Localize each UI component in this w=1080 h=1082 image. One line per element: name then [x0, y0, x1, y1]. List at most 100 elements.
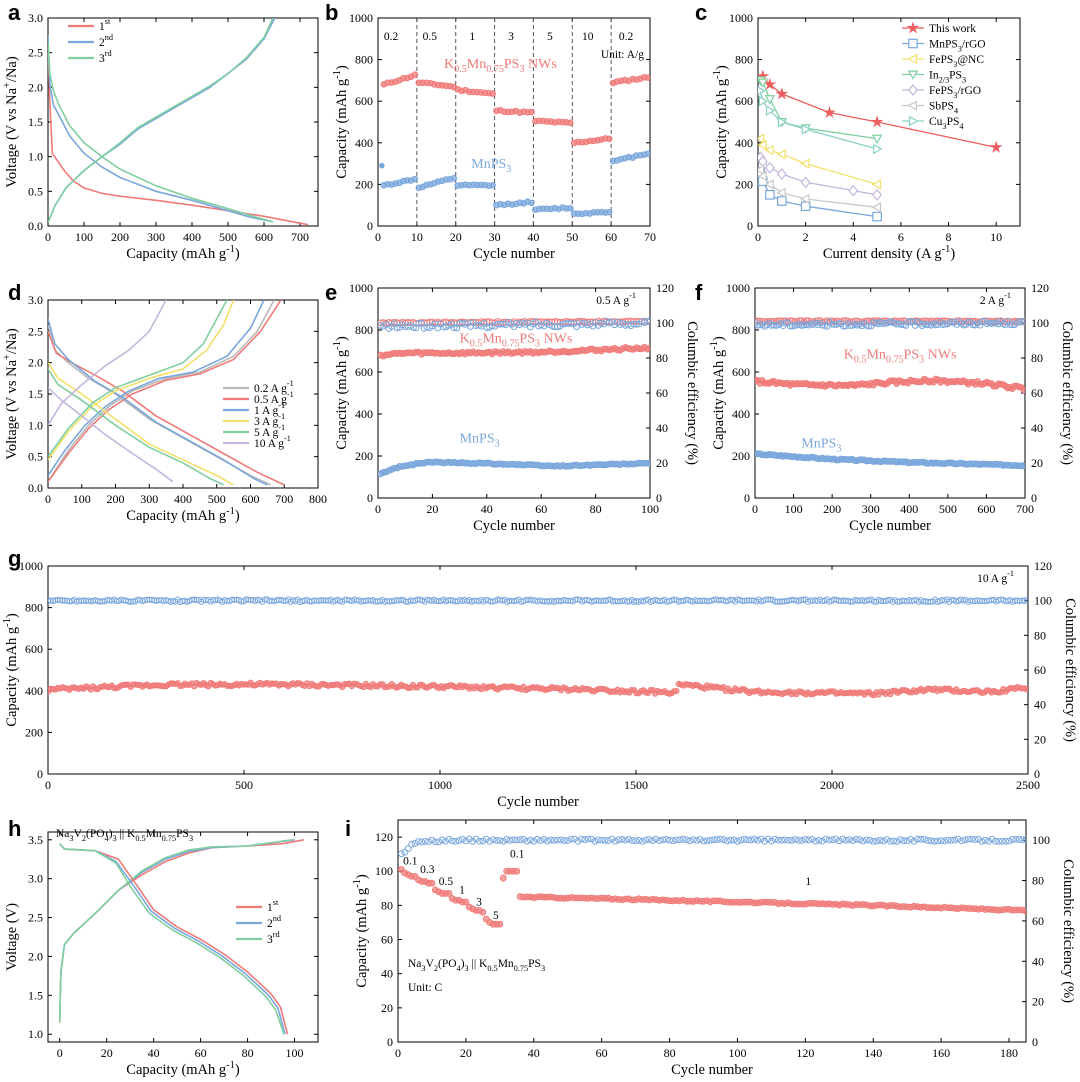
x-axis-label: Capacity (mAh g-1) — [126, 506, 240, 524]
data-point — [881, 319, 889, 327]
data-point — [479, 837, 487, 845]
data-point — [1004, 317, 1012, 325]
data-point — [954, 835, 962, 843]
data-point — [642, 836, 650, 844]
data-point — [1019, 836, 1026, 844]
data-point — [550, 836, 558, 844]
triangle-left-marker — [907, 100, 917, 111]
x-tick-label: 120 — [796, 1046, 814, 1060]
y-tick-label: 800 — [732, 323, 750, 337]
data-point — [913, 835, 921, 843]
data-point — [628, 837, 636, 844]
data-point — [476, 837, 483, 845]
triangle-right-marker — [758, 95, 769, 107]
series-line — [58, 839, 295, 1023]
data-point — [513, 836, 521, 844]
data-point — [666, 836, 673, 844]
x-tick-label: 700 — [1016, 502, 1034, 516]
data-point — [452, 837, 460, 845]
data-point — [486, 837, 494, 845]
data-point — [516, 836, 524, 844]
data-point — [941, 320, 949, 328]
x-tick-label: 140 — [864, 1046, 882, 1060]
data-point — [520, 835, 527, 843]
data-point — [883, 836, 891, 843]
x-tick-label: 6 — [898, 230, 904, 244]
data-point — [554, 323, 561, 331]
legend-label: 5 A g-1 — [254, 423, 285, 439]
data-point — [594, 836, 602, 844]
data-point — [727, 836, 735, 844]
y-tick-label: 2.5 — [28, 46, 43, 60]
data-point — [438, 836, 446, 844]
y-axis-label: Capacity (mAh g-1) — [332, 336, 350, 450]
x-tick-label: 80 — [590, 502, 602, 516]
data-point — [421, 838, 429, 845]
x-tick-label: 400 — [900, 502, 918, 516]
data-point — [584, 835, 592, 843]
series-line — [48, 362, 234, 486]
legend-label: 1 A g-1 — [254, 401, 285, 417]
x-tick-label: 40 — [148, 1046, 160, 1060]
x-tick-label: 40 — [527, 230, 539, 244]
rate-label: 1 — [459, 884, 465, 896]
y-tick-label: 40 — [381, 967, 393, 981]
x-tick-label: 2 — [803, 230, 809, 244]
y2-tick-label: 20 — [1031, 456, 1043, 470]
data-point — [411, 71, 419, 78]
data-point — [706, 836, 714, 844]
data-point — [937, 837, 945, 845]
data-point — [808, 835, 816, 843]
data-point — [778, 836, 785, 844]
legend-label: FePS3/rGO — [929, 85, 981, 100]
data-point — [625, 835, 633, 843]
legend-label: 10 A g-1 — [254, 434, 291, 450]
y2-tick-label: 60 — [1032, 914, 1044, 928]
panel-label: c — [695, 0, 707, 25]
y-tick-label: 0 — [367, 219, 373, 233]
plot-area — [398, 835, 1026, 928]
rate-label: 0.5 — [423, 31, 438, 43]
panel-label: d — [8, 280, 21, 305]
legend-label: FePS3@NC — [929, 54, 984, 69]
legend-label: 3rd — [267, 930, 281, 946]
data-point — [428, 879, 436, 887]
x-tick-label: 0 — [45, 492, 51, 506]
data-point — [608, 835, 616, 843]
data-point — [523, 837, 531, 845]
data-point — [401, 848, 409, 856]
panel-d: d 0 100 200 300 400 500 600 700 800 0.0 0.5 1.0 1.5 2.… — [2, 280, 327, 524]
data-point — [646, 344, 650, 352]
plot-area — [379, 18, 650, 226]
data-point — [1015, 835, 1023, 843]
data-point — [428, 836, 436, 844]
data-point — [740, 835, 748, 843]
data-point — [1002, 837, 1010, 845]
data-point — [730, 836, 738, 844]
data-point — [543, 837, 551, 845]
y-tick-label: 3.0 — [28, 872, 43, 886]
data-point — [801, 836, 809, 843]
rate-label: 1 — [805, 876, 811, 888]
data-point — [880, 837, 887, 845]
panel-label: e — [325, 280, 337, 305]
data-point — [1012, 835, 1020, 843]
data-point — [907, 318, 914, 326]
data-point — [1015, 318, 1023, 326]
x-tick-label: 8 — [946, 230, 952, 244]
y2-axis-label: Columbic efficiency (%) — [684, 321, 700, 465]
y-axis-label: Capacity (mAh g-1) — [712, 65, 730, 179]
panel-g: g0 500 1000 1500 2000 25000200400600800100002… — [2, 546, 1078, 810]
y-axis-label: Capacity (mAh g-1) — [352, 874, 370, 988]
series-label: MnPS3 — [801, 437, 841, 455]
data-point — [618, 836, 626, 843]
x-axis-label: Cycle number — [473, 246, 555, 262]
x-tick-label: 100 — [728, 1046, 746, 1060]
data-point — [781, 836, 789, 844]
x-tick-label: 400 — [183, 230, 201, 244]
data-point — [819, 321, 826, 329]
data-point — [659, 836, 667, 844]
diamond-marker — [776, 168, 787, 180]
series-line — [48, 300, 228, 458]
data-point — [946, 319, 954, 326]
